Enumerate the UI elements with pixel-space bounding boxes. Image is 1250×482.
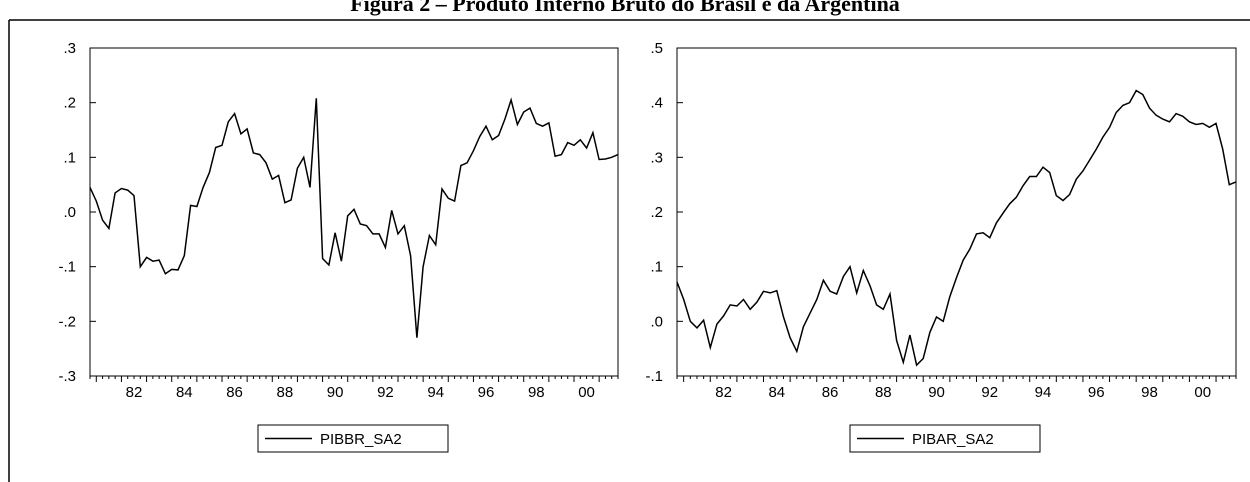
y-tick-label: .2 bbox=[63, 95, 76, 112]
legend-label: PIBAR_SA2 bbox=[912, 431, 994, 448]
y-tick-label: .1 bbox=[650, 259, 663, 276]
x-tick-label: 96 bbox=[478, 384, 495, 401]
y-tick-label: .3 bbox=[63, 40, 76, 57]
figure-title: Figura 2 – Produto Interno Bruto do Bras… bbox=[350, 0, 900, 16]
x-tick-label: 92 bbox=[377, 384, 394, 401]
series-line bbox=[89, 97, 619, 338]
x-tick-label: 82 bbox=[126, 384, 143, 401]
y-tick-label: .4 bbox=[650, 95, 663, 112]
chart-pibar: .5 .4 .3 .2 .1 .0 -.1 82 84 86 88 90 92 94 96 98 00 PIB… bbox=[645, 40, 1237, 453]
legend: PIBAR_SA2 bbox=[849, 424, 1041, 453]
plot-area-frame bbox=[89, 47, 619, 377]
series-line bbox=[676, 89, 1237, 367]
y-tick-label: .2 bbox=[650, 204, 663, 221]
x-tick-label: 82 bbox=[715, 384, 732, 401]
y-tick-label: .5 bbox=[650, 40, 663, 57]
y-axis: .5 .4 .3 .2 .1 .0 -.1 bbox=[645, 40, 683, 385]
y-tick-label: .3 bbox=[650, 149, 663, 166]
x-tick-label: 88 bbox=[875, 384, 892, 401]
x-tick-label: 86 bbox=[226, 384, 243, 401]
x-tick-label: 84 bbox=[176, 384, 193, 401]
y-tick-label: .0 bbox=[650, 313, 663, 330]
legend-box bbox=[257, 424, 449, 453]
y-tick-label: -.2 bbox=[58, 313, 76, 330]
legend-label: PIBBR_SA2 bbox=[320, 431, 402, 448]
y-tick-label: -.1 bbox=[645, 368, 663, 385]
x-tick-label: 90 bbox=[928, 384, 945, 401]
y-tick-label: -.3 bbox=[58, 368, 76, 385]
x-tick-label: 00 bbox=[1194, 384, 1211, 401]
plot-area-frame bbox=[676, 47, 1237, 377]
x-tick-label: 86 bbox=[822, 384, 839, 401]
y-tick-label: .0 bbox=[63, 204, 76, 221]
y-tick-label: -.1 bbox=[58, 259, 76, 276]
y-tick-label: .1 bbox=[63, 149, 76, 166]
x-tick-label: 98 bbox=[528, 384, 545, 401]
x-tick-label: 84 bbox=[768, 384, 785, 401]
x-tick-label: 94 bbox=[427, 384, 444, 401]
figure-border bbox=[8, 19, 1250, 482]
x-tick-label: 90 bbox=[327, 384, 344, 401]
x-tick-label: 00 bbox=[578, 384, 595, 401]
x-tick-label: 98 bbox=[1141, 384, 1158, 401]
x-tick-label: 92 bbox=[981, 384, 998, 401]
chart-pibbr: .3 .2 .1 .0 -.1 -.2 -.3 82 84 86 88 90 92 94 96 98 00 P… bbox=[58, 40, 619, 453]
y-axis: .3 .2 .1 .0 -.1 -.2 -.3 bbox=[58, 40, 96, 385]
legend: PIBBR_SA2 bbox=[257, 424, 449, 453]
x-axis: 82 84 86 88 90 92 94 96 98 00 bbox=[676, 376, 1237, 401]
x-tick-label: 94 bbox=[1035, 384, 1052, 401]
x-tick-label: 96 bbox=[1088, 384, 1105, 401]
x-tick-label: 88 bbox=[277, 384, 294, 401]
x-axis: 82 84 86 88 90 92 94 96 98 00 bbox=[89, 376, 619, 401]
